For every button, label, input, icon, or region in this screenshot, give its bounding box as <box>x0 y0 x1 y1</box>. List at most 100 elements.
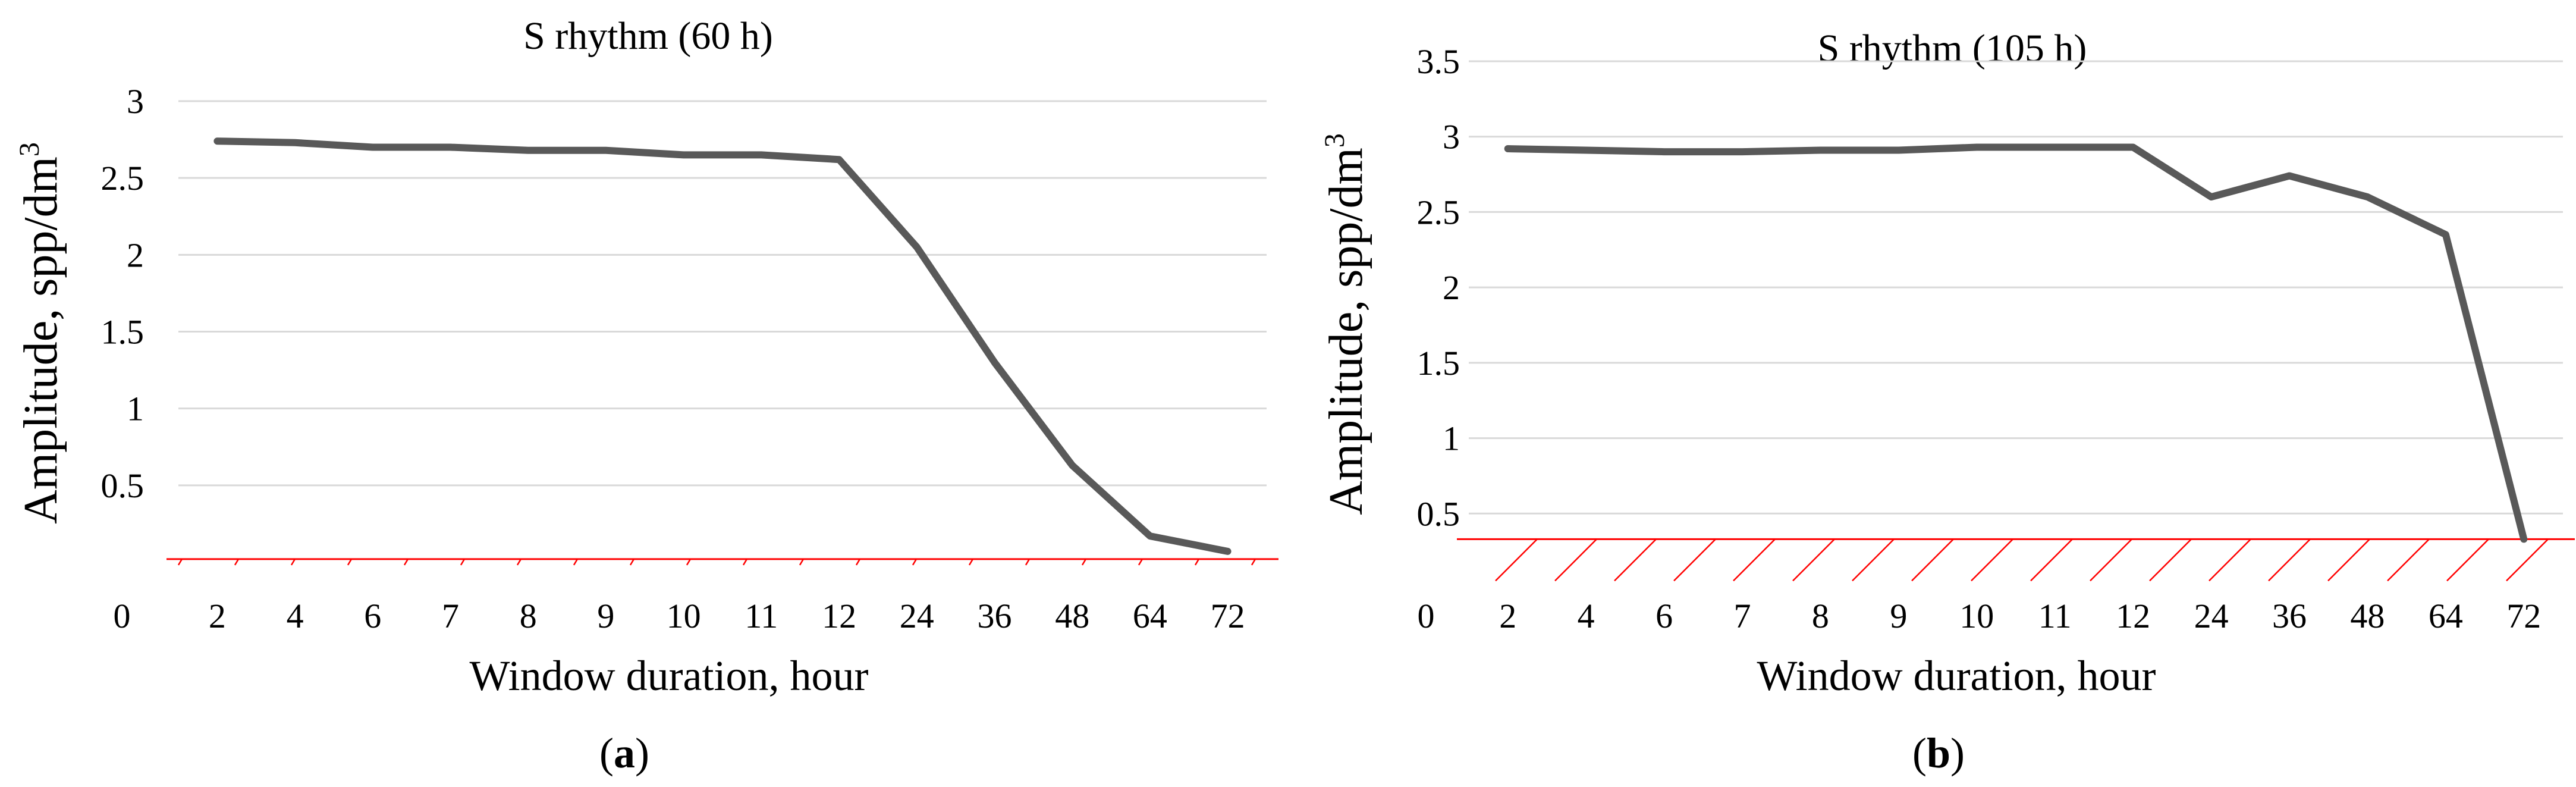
threshold-hatch <box>2090 538 2132 582</box>
y-tick-label: 2 <box>127 236 144 274</box>
x-origin-label: 0 <box>114 597 131 635</box>
x-tick-label: 72 <box>1211 597 1245 635</box>
threshold-hatch <box>1673 538 1716 582</box>
threshold-hatch <box>573 559 579 566</box>
x-tick-label: 12 <box>2116 597 2150 635</box>
x-tick-label: 6 <box>1655 597 1673 635</box>
threshold-hatch <box>403 559 409 566</box>
threshold-hatch <box>1852 538 1895 582</box>
x-axis-title: Window duration, hour <box>470 652 869 700</box>
threshold-hatch <box>686 559 692 566</box>
chart-title: S rhythm (105 h) <box>1818 27 2087 70</box>
y-tick-label: 1 <box>127 390 144 428</box>
threshold-hatch <box>1911 538 1954 582</box>
y-tick-label: 3 <box>127 82 144 121</box>
y-tick-label: 1.5 <box>101 313 144 352</box>
x-tick-label: 10 <box>667 597 701 635</box>
y-axis-title-text: Amplitude, spp/dm <box>1320 148 1372 515</box>
x-tick-label: 9 <box>597 597 614 635</box>
threshold-hatch <box>2149 538 2192 582</box>
threshold-hatch <box>460 559 466 566</box>
y-axis-title: Amplitude, spp/dm3 <box>1319 133 1372 515</box>
panel-label: (a) <box>599 729 649 777</box>
chart-panel-a: S rhythm (60 h)0.511.522.530 2 4 6 7 8 9 10 11 12… <box>14 14 1278 777</box>
threshold-hatch <box>516 559 522 566</box>
x-tick-label: 2 <box>209 597 226 635</box>
x-tick-label: 24 <box>900 597 934 635</box>
threshold-hatch <box>912 559 918 566</box>
threshold-hatch <box>2327 538 2370 582</box>
panel-label-letter: a <box>614 729 635 777</box>
threshold-hatch <box>742 559 748 566</box>
threshold-hatch <box>2387 538 2430 582</box>
series-line <box>213 137 1232 555</box>
y-tick-label: 0.5 <box>101 466 144 505</box>
x-tick-label: 11 <box>744 597 778 635</box>
x-tick-label: 36 <box>978 597 1012 635</box>
x-tick-label: 11 <box>2038 597 2072 635</box>
threshold-hatch <box>2506 538 2549 582</box>
x-tick-label: 36 <box>2272 597 2307 635</box>
x-tick-label: 7 <box>1734 597 1751 635</box>
x-tick-label: 48 <box>1055 597 1089 635</box>
x-axis-title: Window duration, hour <box>1757 652 2156 700</box>
x-tick-label: 12 <box>822 597 856 635</box>
threshold-hatch <box>2268 538 2311 582</box>
threshold-hatch <box>177 559 183 566</box>
threshold-hatch <box>799 559 805 566</box>
y-tick-label: 1.5 <box>1417 344 1460 382</box>
threshold-hatch <box>629 559 635 566</box>
x-tick-label: 8 <box>520 597 537 635</box>
x-tick-label: 8 <box>1812 597 1829 635</box>
threshold-hatch <box>1971 538 2013 582</box>
x-tick-label: 2 <box>1499 597 1516 635</box>
threshold-hatch <box>1554 538 1597 582</box>
y-tick-label: 1 <box>1443 419 1460 458</box>
threshold-hatch <box>347 559 353 566</box>
x-tick-label: 7 <box>442 597 459 635</box>
panel-label-letter: b <box>1927 729 1950 777</box>
y-axis-title-text: Amplitude, spp/dm <box>15 156 67 524</box>
chart-panel-b: S rhythm (105 h)0.511.522.533.50 2 4 6 7 8 9 10… <box>1319 27 2575 777</box>
x-tick-label: 4 <box>1578 597 1595 635</box>
series-line <box>1504 143 2528 543</box>
x-tick-label: 64 <box>2429 597 2463 635</box>
threshold-hatch <box>1194 559 1200 566</box>
threshold-band <box>167 558 1278 566</box>
x-tick-label: 4 <box>287 597 304 635</box>
threshold-hatch <box>2446 538 2489 582</box>
threshold-hatch <box>1733 538 1776 582</box>
threshold-hatch <box>1081 559 1087 566</box>
y-tick-label: 2 <box>1443 268 1460 307</box>
threshold-hatch <box>1025 559 1031 566</box>
x-tick-label: 72 <box>2506 597 2541 635</box>
threshold-hatch <box>1495 538 1538 582</box>
chart-title: S rhythm (60 h) <box>523 14 773 58</box>
threshold-hatch <box>1614 538 1657 582</box>
threshold-hatch <box>968 559 974 566</box>
threshold-hatch <box>2030 538 2073 582</box>
panel-label: (b) <box>1912 729 1965 777</box>
threshold-hatch <box>1251 559 1256 566</box>
y-tick-label: 3 <box>1443 118 1460 156</box>
threshold-hatch <box>1138 559 1144 566</box>
y-tick-label: 2.5 <box>1417 193 1460 231</box>
threshold-hatch <box>1792 538 1835 582</box>
x-tick-label: 64 <box>1133 597 1167 635</box>
y-axis-title-superscript: 3 <box>1319 133 1350 148</box>
y-tick-label: 2.5 <box>101 159 144 197</box>
y-axis-title: Amplitude, spp/dm3 <box>14 142 67 524</box>
threshold-hatch <box>855 559 861 566</box>
x-origin-label: 0 <box>1418 597 1435 635</box>
threshold-band <box>1457 538 2575 582</box>
threshold-hatch <box>234 559 240 566</box>
y-tick-label: 0.5 <box>1417 494 1460 533</box>
x-tick-label: 48 <box>2350 597 2385 635</box>
y-axis-title-superscript: 3 <box>14 142 45 156</box>
x-tick-label: 9 <box>1890 597 1907 635</box>
x-tick-label: 24 <box>2194 597 2229 635</box>
threshold-hatch <box>2209 538 2251 582</box>
y-tick-label: 3.5 <box>1417 42 1460 81</box>
threshold-hatch <box>290 559 296 566</box>
